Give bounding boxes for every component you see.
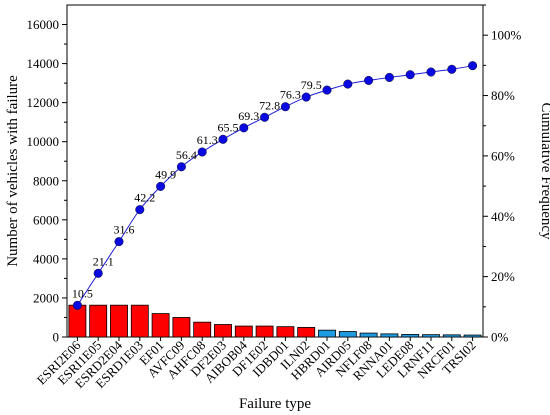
y2-tick-label: 40% xyxy=(491,209,515,224)
y-tick-label: 2000 xyxy=(33,290,59,305)
data-label: 10.5 xyxy=(72,286,93,300)
cumulative-point-esrd1e03 xyxy=(135,205,145,215)
bar-hbrd01 xyxy=(318,329,336,338)
y-tick-label: 0 xyxy=(53,330,60,345)
cumulative-point-ef01 xyxy=(156,181,166,191)
y-tick-label: 4000 xyxy=(33,251,59,266)
bar-esrd1e03 xyxy=(130,304,149,338)
y2-tick-label: 20% xyxy=(491,269,515,284)
cumulative-line-group: 10.5 21.1 31.6 42.249.956.461.365.569.372.8… xyxy=(72,61,478,310)
bar-idbd01 xyxy=(276,326,295,338)
bar-lede08 xyxy=(401,334,420,338)
data-label: 76.3 xyxy=(280,88,301,102)
cumulative-point-rnna01 xyxy=(384,72,394,82)
cumulative-point-idbd01 xyxy=(280,102,290,112)
bar-df2e03 xyxy=(214,324,232,338)
plot-frame xyxy=(66,4,484,338)
y-tick-label: 12000 xyxy=(27,95,60,110)
cumulative-point-nflf08 xyxy=(364,75,374,85)
bar-iln02 xyxy=(297,327,316,338)
y-tick-label: 6000 xyxy=(33,212,59,227)
bar-esri2e06 xyxy=(68,304,87,338)
data-label: 69.3 xyxy=(238,109,259,123)
cumulative-point-nrcf01 xyxy=(447,64,457,74)
data-label: 21.1 xyxy=(93,254,114,268)
cumulative-point-iln02 xyxy=(301,92,311,102)
bar-nflf08 xyxy=(359,332,378,338)
cumulative-point-aird05 xyxy=(343,79,353,89)
data-label: 72.8 xyxy=(259,98,280,112)
cumulative-point-avfc09 xyxy=(176,162,186,172)
cumulative-point-esri2e06 xyxy=(72,300,82,310)
bar-aibob04 xyxy=(234,325,253,338)
cumulative-point-lede08 xyxy=(405,70,415,80)
data-label: 49.9 xyxy=(155,167,176,181)
bar-trsi02 xyxy=(463,334,482,338)
cumulative-point-hbrd01 xyxy=(322,85,332,95)
x-axis-title: Failure type xyxy=(239,396,311,412)
bar-esri1e05 xyxy=(89,304,108,338)
data-label: 42.2 xyxy=(134,191,155,205)
bar-esrd2e04 xyxy=(110,304,128,338)
x-axis: ESRI2E06ESRI1E05ESRD2E04ESRD1E03EF01AVFC… xyxy=(34,337,479,391)
bar-df1e02 xyxy=(255,325,274,338)
y-tick-label: 14000 xyxy=(27,56,60,71)
bars-group xyxy=(68,304,482,338)
bar-lrnf11 xyxy=(422,334,440,338)
y2-tick-label: 60% xyxy=(491,148,515,163)
right-axis: 0% 20% 40% 60% 80% 100% xyxy=(483,4,522,345)
bar-rnna01 xyxy=(380,333,399,338)
y-tick-label: 8000 xyxy=(33,173,59,188)
y-axis-title: Number of vehicles with failure xyxy=(5,75,21,267)
bar-ef01 xyxy=(151,313,170,338)
y2-tick-label: 80% xyxy=(491,88,515,103)
cumulative-point-df2e03 xyxy=(218,134,228,144)
y-tick-label: 16000 xyxy=(27,17,60,32)
cumulative-point-esri1e05 xyxy=(93,268,103,278)
y2-axis-title: Cumulative Frequency xyxy=(538,102,550,240)
data-label: 56.4 xyxy=(176,148,197,162)
cumulative-point-aibob04 xyxy=(239,123,249,133)
y2-tick-label: 0% xyxy=(491,330,509,345)
cumulative-point-lrnf11 xyxy=(426,67,436,77)
cumulative-point-ahfc08 xyxy=(197,147,207,157)
data-label: 31.6 xyxy=(114,223,135,237)
data-label: 79.5 xyxy=(301,78,322,92)
cumulative-point-df1e02 xyxy=(260,112,270,122)
data-label: 61.3 xyxy=(197,133,218,147)
bar-aird05 xyxy=(338,331,357,338)
y2-tick-label: 100% xyxy=(491,28,522,43)
data-label: 65.5 xyxy=(218,120,239,134)
cumulative-point-esrd2e04 xyxy=(114,237,124,247)
cumulative-point-trsi02 xyxy=(468,61,478,71)
bar-ahfc08 xyxy=(193,321,212,338)
bar-avfc09 xyxy=(172,317,191,338)
left-axis: 0 2000 4000 6000 8000 10000 12000 14000 16000 xyxy=(27,17,67,345)
y-tick-label: 10000 xyxy=(27,134,60,149)
bar-nrcf01 xyxy=(442,334,461,338)
